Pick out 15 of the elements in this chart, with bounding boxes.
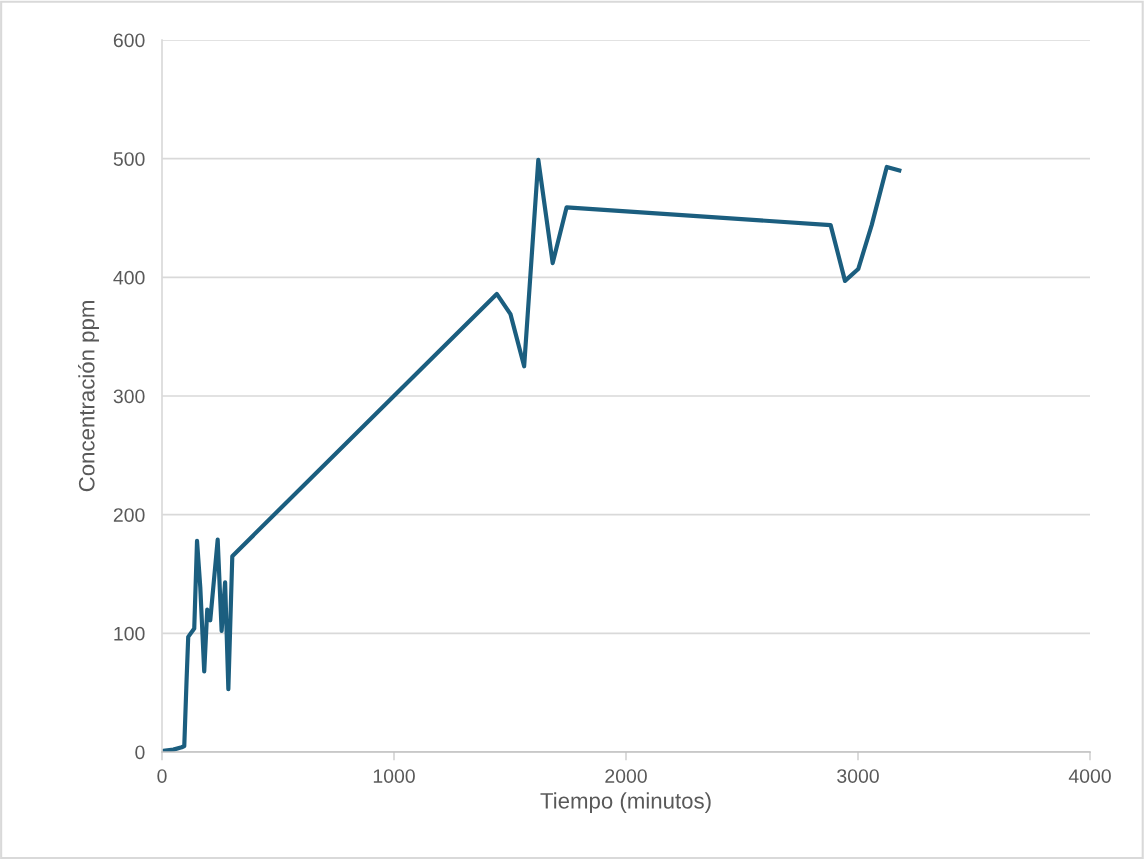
y-tick-label: 200 <box>113 508 145 522</box>
x-axis-title: Tiempo (minutos) <box>540 792 711 814</box>
x-tick-label: 3000 <box>837 769 879 783</box>
x-tick-label: 1000 <box>373 769 415 783</box>
line-series <box>162 157 902 752</box>
y-tick-label: 0 <box>135 745 145 760</box>
x-tick-label: 4000 <box>1068 769 1111 783</box>
x-tick-label: 0 <box>157 769 167 783</box>
y-axis-title: Concentración ppm <box>78 301 100 492</box>
y-tick-label: 300 <box>113 389 145 404</box>
y-tick-label: 400 <box>113 270 145 285</box>
y-tick-label: 100 <box>114 626 145 641</box>
y-tick-label: 500 <box>113 152 145 166</box>
x-tick-label: 2000 <box>605 769 647 783</box>
y-tick-label: 600 <box>113 33 145 48</box>
